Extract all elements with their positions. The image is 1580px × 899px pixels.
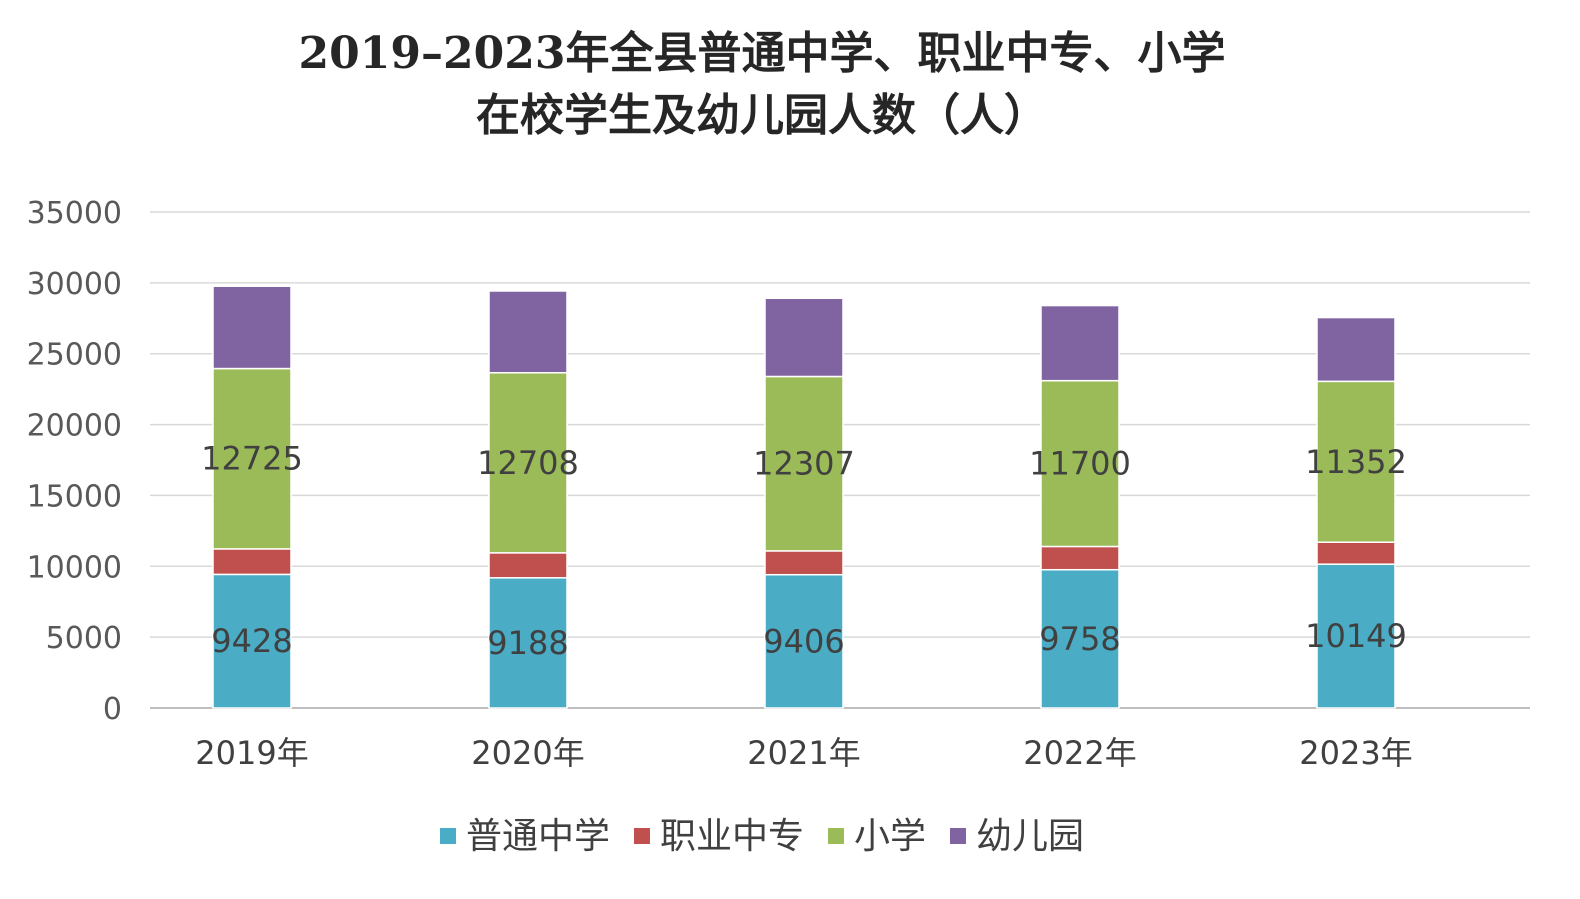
bar-segment [764, 573, 844, 709]
data-label: 9428 [211, 622, 292, 660]
data-label: 12708 [477, 444, 579, 482]
y-tick-label: 10000 [27, 550, 122, 585]
legend: 普通中学 职业中专 小学 幼儿园 [440, 816, 1084, 857]
data-label: 11352 [1305, 443, 1407, 481]
bar-segment [1040, 304, 1120, 382]
legend-label: 小学 [854, 816, 926, 857]
x-tick-label: 2020年 [471, 734, 584, 772]
legend-label: 职业中专 [660, 816, 804, 857]
legend-swatch [828, 828, 844, 844]
legend-swatch [440, 828, 456, 844]
bars [212, 285, 1396, 709]
chart-title: 2019–2023年全县普通中学、职业中专、小学 [299, 28, 1226, 79]
data-label: 10149 [1305, 617, 1407, 655]
data-label: 12725 [201, 440, 303, 478]
bar-segment [488, 577, 568, 709]
x-tick-label: 2023年 [1299, 734, 1412, 772]
bar-segment [212, 573, 292, 709]
x-tick-label: 2019年 [195, 734, 308, 772]
y-tick-label: 20000 [27, 409, 122, 444]
y-tick-label: 35000 [27, 196, 122, 231]
bar-segment [764, 297, 844, 378]
bar-segment [488, 552, 568, 579]
bar-segment [212, 548, 292, 576]
bar-segment [764, 375, 844, 552]
y-tick-label: 5000 [46, 621, 122, 656]
legend-label: 幼儿园 [976, 816, 1084, 857]
bar-segment [488, 290, 568, 374]
data-label: 9406 [763, 622, 844, 660]
bar-segment [1316, 316, 1396, 383]
bar-segment [1316, 541, 1396, 565]
data-label: 11700 [1029, 445, 1131, 483]
bar-segment [1040, 379, 1120, 548]
x-tick-label: 2022年 [1023, 734, 1136, 772]
bar-segment [1040, 545, 1120, 571]
y-tick-label: 15000 [27, 479, 122, 514]
legend-label: 普通中学 [466, 816, 610, 857]
x-axis-ticks: 2019年 2020年 2021年 2022年 2023年 [195, 734, 1412, 772]
data-label: 12307 [753, 445, 855, 483]
chart-subtitle: 在校学生及幼儿园人数（人） [476, 90, 1048, 141]
bar-segment [764, 550, 844, 576]
y-tick-label: 0 [103, 692, 122, 727]
legend-swatch [950, 828, 966, 844]
y-axis-ticks: 0 5000 10000 15000 20000 25000 30000 35000 [27, 196, 122, 727]
data-label: 9758 [1039, 620, 1120, 658]
bar-segment [1316, 563, 1396, 709]
bar-segment [212, 285, 292, 370]
y-tick-label: 30000 [27, 267, 122, 302]
data-labels: 9428 12725 9188 12708 9406 12307 9758 11700 1014… [201, 440, 1407, 662]
bar-segment [1316, 380, 1396, 543]
y-tick-label: 25000 [27, 338, 122, 373]
data-label: 9188 [487, 624, 568, 662]
x-tick-label: 2021年 [747, 734, 860, 772]
bar-segment [212, 367, 292, 550]
legend-swatch [634, 828, 650, 844]
bar-segment [1040, 568, 1120, 709]
